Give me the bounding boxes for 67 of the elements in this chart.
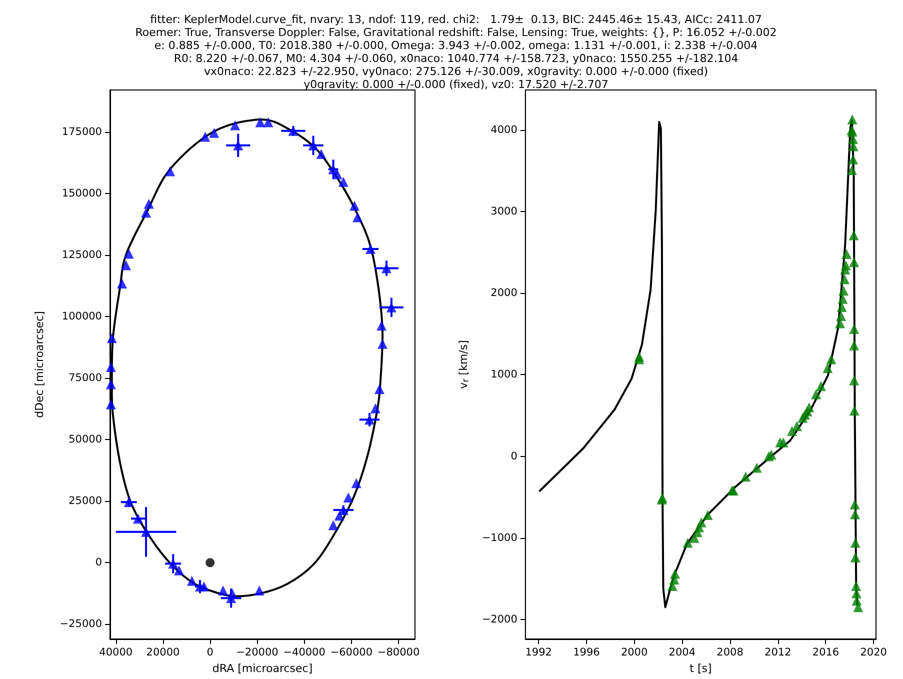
point [165, 166, 176, 176]
point [328, 520, 338, 530]
y-tick-label: 100000 [62, 310, 102, 322]
y-axis-title: dDec [microarcsec] [33, 311, 46, 418]
y-tick-label: 25000 [68, 495, 102, 508]
point [374, 384, 384, 394]
point [117, 278, 128, 289]
point [218, 586, 228, 596]
y-tick-label: 0 [95, 556, 102, 569]
x-axis-title: t [s] [690, 662, 712, 675]
point [338, 176, 348, 187]
text: fitter: KeplerModel.curve_fit, nvary: 13, ndof: 119, red. chi2: 1.79± 0.13, BIC: 2445.46± 15.43, AICc: 2411.07 Roemer: True, Transverse Doppler: False, Gravitational redshift: False, Lensing: True, weights: {}, P: 16.052 +/-0.002 e: 0.885 +/-0.000, T0: 2018.380 +/-0.000, Omega: 3.943 +/-0.002, omega: 1.131 +/-0.001, i: 2.338 +/-0.004 R0: 8.220 +/-0.067, M0: 4.304 +/-0.060, x0naco: 1040.774 +/-158.723, y0naco: 1550.255 +/-182.104 vx0naco: 22.823 +/-22.950, vy0naco: 275.126 +/-30.009, x0gravity: 0.000 +/-0.000 (fixed) y0gravity: 0.000 +/-0.000 (fixed), vz0: 17.520 +/-2.707 [135, 13, 777, 91]
point [316, 149, 326, 160]
point [351, 478, 362, 488]
x-tick-label: −40000 [283, 646, 326, 658]
x-tick-label: 2000 [620, 646, 648, 658]
point [349, 200, 360, 211]
y-tick-label: 125000 [62, 248, 102, 261]
point [263, 117, 274, 128]
point [186, 576, 197, 586]
point [343, 492, 354, 502]
point [376, 320, 387, 331]
y-tick-label: 50000 [68, 434, 102, 446]
point [106, 362, 116, 372]
x-tick-label: 0 [206, 646, 214, 658]
point [106, 379, 116, 390]
point [352, 212, 363, 222]
point [378, 338, 388, 349]
x-tick-label: −20000 [236, 646, 278, 658]
x-tick-label: 2008 [716, 646, 744, 658]
x-tick-label: 2016 [812, 646, 840, 658]
x-tick-label: −60000 [330, 646, 373, 658]
y-tick-label: −25000 [60, 618, 102, 630]
y-tick-label: 175000 [62, 126, 102, 138]
x-axis-title: dRA [microarcsec] [212, 662, 313, 675]
point [106, 399, 116, 410]
y-axis-title: vr [km/s] [457, 340, 472, 389]
point [174, 565, 184, 576]
y-tick-label: 1000 [490, 368, 518, 381]
y-tick-label: 75000 [68, 372, 102, 384]
point [106, 333, 117, 344]
point [124, 248, 134, 259]
y-tick-label: 4000 [490, 124, 518, 136]
x-tick-label: 40000 [99, 646, 133, 658]
x-tick-label: 2020 [860, 646, 887, 658]
x-tick-label: 2012 [764, 646, 792, 658]
point [144, 198, 154, 209]
point [254, 586, 264, 596]
point [141, 208, 152, 218]
y-tick-label: −1000 [482, 532, 518, 544]
point [121, 260, 132, 270]
x-tick-label: 20000 [146, 646, 180, 658]
point [200, 132, 210, 142]
point [230, 120, 240, 130]
x-tick-label: 1996 [573, 646, 600, 658]
y-tick-label: 150000 [62, 187, 102, 200]
point [206, 558, 215, 568]
point [370, 403, 380, 414]
y-tick-label: 3000 [490, 206, 518, 218]
x-tick-label: 2004 [668, 646, 696, 658]
point [255, 117, 266, 128]
y-tick-label: −2000 [482, 613, 518, 626]
point [209, 128, 220, 138]
x-tick-label: 1992 [525, 646, 552, 658]
y-tick-label: 2000 [490, 287, 518, 300]
y-tick-label: 0 [510, 450, 518, 462]
x-tick-label: −80000 [377, 646, 420, 658]
